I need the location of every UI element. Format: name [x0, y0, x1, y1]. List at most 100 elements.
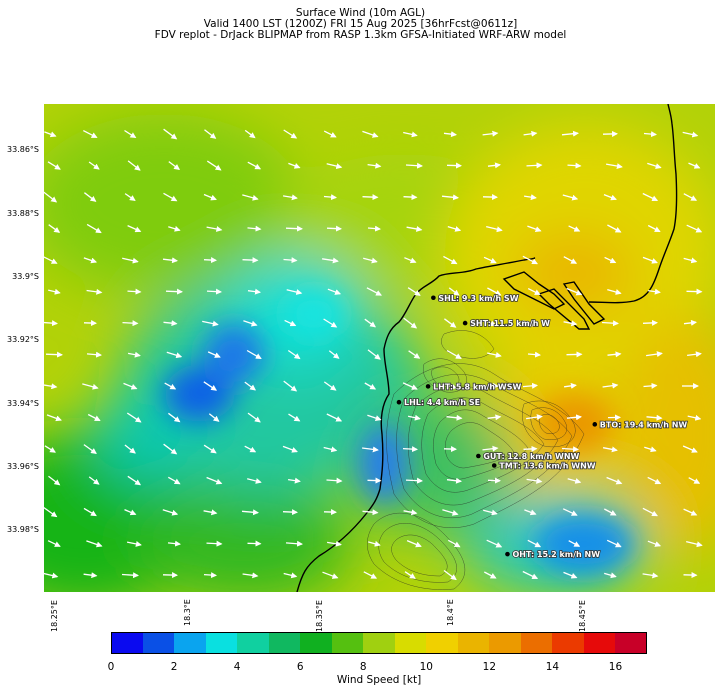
lon-label: 18.35°E	[315, 600, 324, 632]
colorbar-segment	[394, 632, 427, 654]
wind-arrow	[526, 162, 543, 169]
wind-arrow	[648, 288, 661, 295]
wind-arrow	[403, 194, 418, 201]
wind-arrow	[487, 414, 502, 421]
colorbar-segment	[363, 632, 396, 654]
colorbar-segment	[205, 632, 238, 654]
wind-arrow	[562, 194, 579, 201]
colorbar-tick-label: 16	[608, 661, 623, 673]
wind-arrow	[244, 381, 256, 391]
colorbar-tick-label: 4	[233, 661, 241, 673]
station-marker[interactable]	[592, 422, 598, 427]
title-line-1: Surface Wind (10m AGL)	[295, 7, 426, 19]
wind-arrow	[363, 257, 378, 264]
wind-arrow	[362, 446, 379, 453]
wind-arrow	[247, 478, 262, 484]
wind-arrow	[603, 508, 617, 516]
wind-arrow	[682, 445, 698, 453]
wind-arrow	[686, 224, 703, 233]
colorbar-tick-label: 2	[170, 661, 178, 673]
wind-arrow	[88, 161, 100, 170]
wind-arrow	[642, 319, 658, 326]
wind-arrow	[86, 288, 103, 295]
wind-arrow	[362, 194, 379, 201]
wind-arrow	[404, 257, 417, 264]
wind-arrow	[527, 539, 542, 548]
wind-arrow	[124, 129, 137, 139]
wind-arrow	[683, 193, 698, 201]
wind-arrow	[524, 194, 537, 201]
colorbar-segment	[174, 632, 207, 654]
wind-arrow	[522, 382, 538, 389]
wind-arrow	[362, 130, 379, 138]
wind-arrow	[642, 192, 659, 202]
lat-label: 33.94°S	[7, 399, 39, 408]
wind-arrow	[366, 287, 382, 296]
wind-arrow	[163, 320, 178, 327]
wind-arrow	[203, 257, 217, 264]
station-marker[interactable]	[491, 463, 497, 468]
wind-arrow	[444, 318, 457, 328]
wind-arrow	[647, 540, 662, 547]
wind-arrow	[604, 256, 617, 264]
wind-arrow	[686, 540, 703, 548]
wind-arrow	[602, 446, 618, 453]
colorbar-segment	[142, 632, 175, 654]
wind-arrow	[168, 412, 181, 423]
wind-arrow	[44, 191, 58, 203]
wind-arrow	[124, 509, 137, 516]
wind-arrow	[405, 477, 423, 484]
station-marker[interactable]	[462, 320, 468, 326]
wind-arrow	[487, 162, 501, 169]
wind-arrow	[282, 194, 298, 201]
wind-arrow	[563, 571, 578, 579]
wind-arrow	[441, 194, 459, 201]
wind-arrow	[167, 540, 181, 547]
colorbar-segment	[489, 632, 522, 654]
wind-arrow	[642, 256, 658, 264]
wind-arrow	[247, 412, 261, 423]
wind-speed-field	[44, 104, 715, 592]
station-marker[interactable]	[425, 384, 431, 389]
wind-arrow	[84, 192, 97, 202]
wind-arrow	[442, 509, 459, 516]
colorbar-segment	[237, 632, 270, 654]
colorbar-segment	[552, 632, 585, 654]
wind-arrow	[287, 349, 301, 360]
wind-arrow	[367, 162, 382, 169]
wind-arrow	[204, 129, 217, 139]
station-marker[interactable]	[431, 295, 436, 301]
wind-arrow	[47, 540, 61, 547]
lat-label: 33.86°S	[7, 145, 39, 154]
wind-arrow	[644, 446, 657, 453]
wind-arrow	[166, 351, 183, 359]
colorbar-segment	[300, 632, 333, 654]
lat-label: 33.9°S	[12, 272, 39, 281]
station-label: BTO: 19.4 km/h NW	[600, 420, 688, 429]
wind-arrow	[88, 476, 100, 485]
station-label: TMT: 13.6 km/h WNW	[499, 462, 596, 471]
station-marker[interactable]	[396, 399, 402, 405]
wind-arrow	[607, 351, 622, 358]
wind-map: SHL: 9.3 km/h SW SHT: 11.5 km/h W LHT: 5.8…	[44, 104, 715, 592]
station-label: SHT: 11.5 km/h W	[470, 319, 550, 328]
wind-arrow	[283, 257, 298, 264]
wind-arrow	[44, 506, 58, 518]
title-line-3: FDV replot - DrJack BLIPMAP from RASP 1.…	[154, 29, 567, 41]
wind-arrow	[244, 445, 257, 453]
wind-arrow	[367, 225, 381, 232]
wind-arrow	[603, 193, 617, 201]
station-marker[interactable]	[476, 453, 481, 459]
wind-arrow	[48, 288, 61, 295]
wind-arrow	[124, 193, 136, 201]
wind-arrow	[646, 414, 663, 421]
wind-arrow	[244, 129, 256, 139]
wind-arrow	[203, 572, 217, 579]
wind-arrow	[405, 162, 423, 169]
station-marker[interactable]	[505, 551, 510, 557]
wind-arrow	[483, 256, 497, 264]
wind-arrow	[687, 351, 702, 358]
wind-arrow	[605, 163, 623, 169]
wind-arrow	[561, 130, 579, 137]
wind-arrow	[44, 572, 59, 579]
